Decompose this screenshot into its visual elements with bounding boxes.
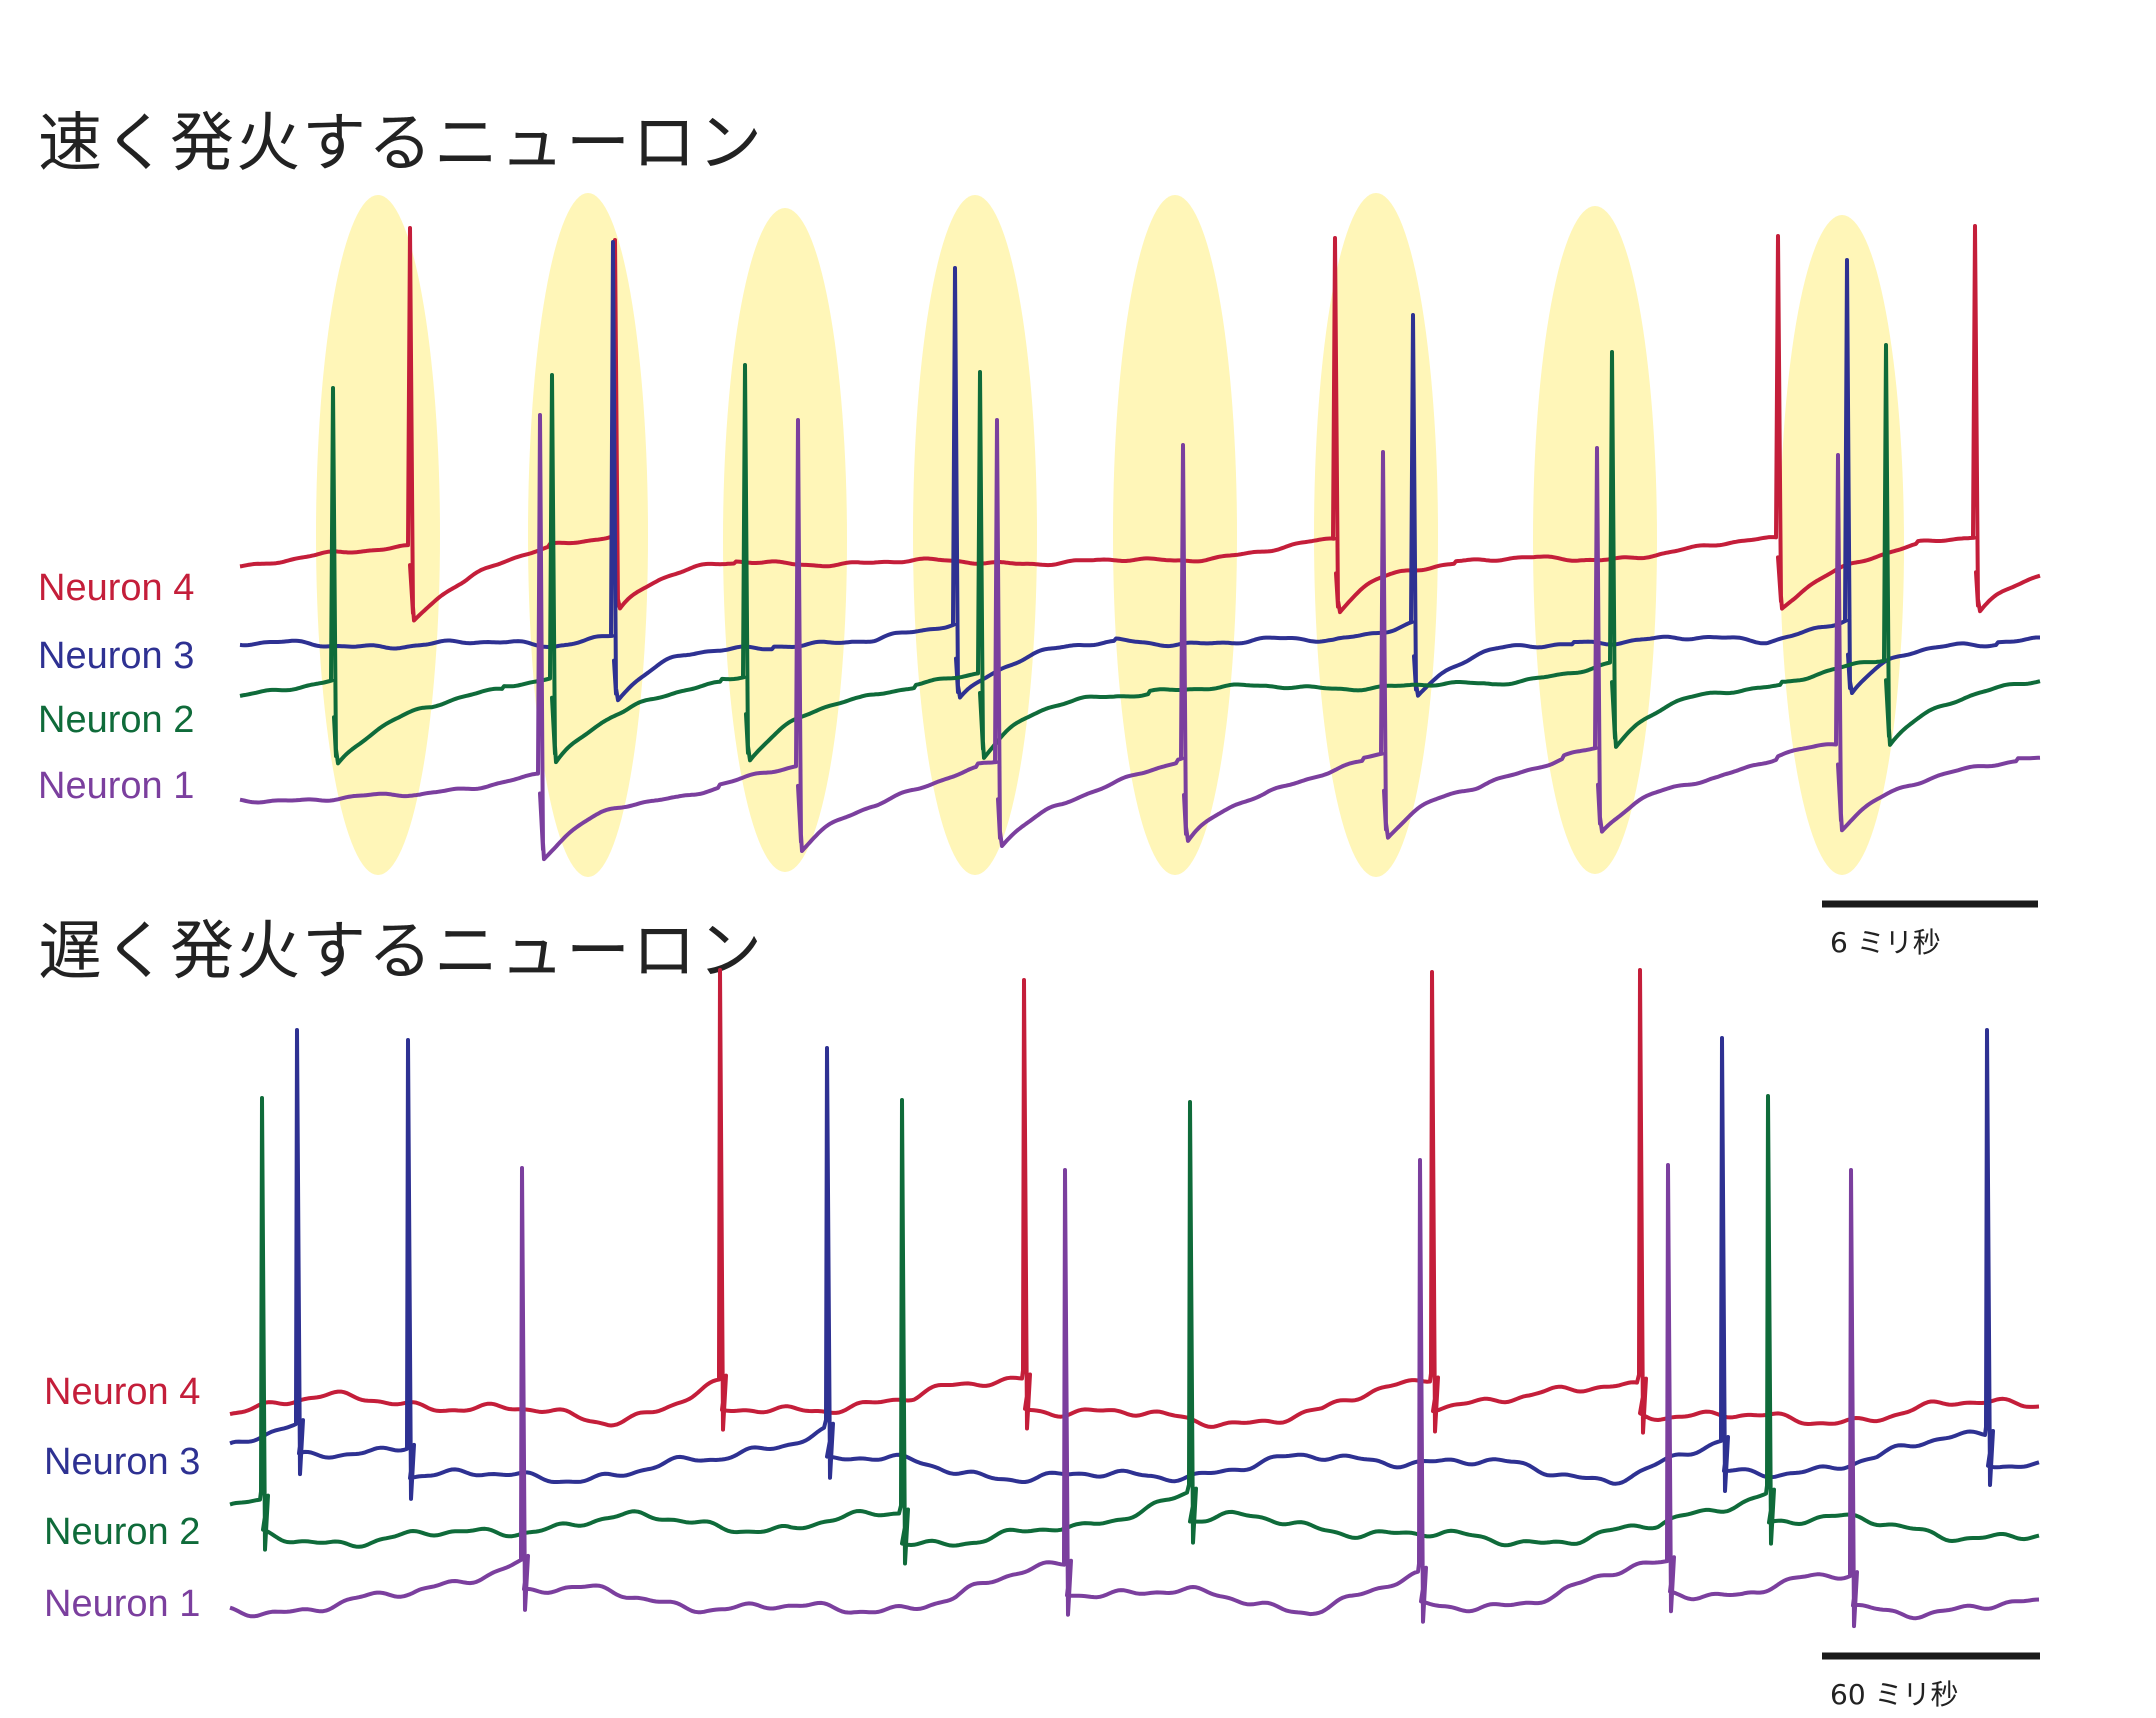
slow-panel-traces <box>229 968 2040 1629</box>
fast-label-neuron-1: Neuron 1 <box>38 765 194 807</box>
fast-trace-neuron-3 <box>239 240 2040 703</box>
slow-label-neuron-2: Neuron 2 <box>44 1511 200 1553</box>
slow-panel-labels: Neuron 4 Neuron 3 Neuron 2 Neuron 1 <box>44 1371 200 1625</box>
slow-trace-neuron-1 <box>229 1158 2040 1629</box>
synchrony-highlight-group <box>316 193 1904 877</box>
fast-panel-traces <box>239 224 2041 862</box>
slow-label-neuron-4: Neuron 4 <box>44 1371 200 1413</box>
synchrony-highlight <box>723 208 847 872</box>
synchrony-highlight <box>1780 215 1904 875</box>
fast-label-neuron-2: Neuron 2 <box>38 699 194 741</box>
slow-trace-neuron-3 <box>229 1028 2040 1501</box>
slow-trace-neuron-4 <box>229 968 2040 1435</box>
slow-label-neuron-1: Neuron 1 <box>44 1583 200 1625</box>
fast-label-neuron-4: Neuron 4 <box>38 567 194 609</box>
fast-panel-labels: Neuron 4 Neuron 3 Neuron 2 Neuron 1 <box>38 567 194 807</box>
slow-trace-neuron-2 <box>229 1094 2040 1566</box>
slow-scale-bar-label: 60 ミリ秒 <box>1830 1678 1959 1711</box>
synchrony-highlight <box>1314 193 1438 877</box>
fast-trace-neuron-1 <box>239 413 2041 862</box>
synchrony-highlight <box>528 193 648 877</box>
slow-panel-title: 遅く発火するニューロン <box>38 915 764 989</box>
fast-label-neuron-3: Neuron 3 <box>38 635 194 677</box>
fast-panel-title: 速く発火するニューロン <box>38 107 764 181</box>
synchrony-highlight <box>913 195 1037 875</box>
slow-label-neuron-3: Neuron 3 <box>44 1441 200 1483</box>
synchrony-highlight <box>1113 195 1237 875</box>
fast-scale-bar-label: 6 ミリ秒 <box>1830 926 1941 959</box>
